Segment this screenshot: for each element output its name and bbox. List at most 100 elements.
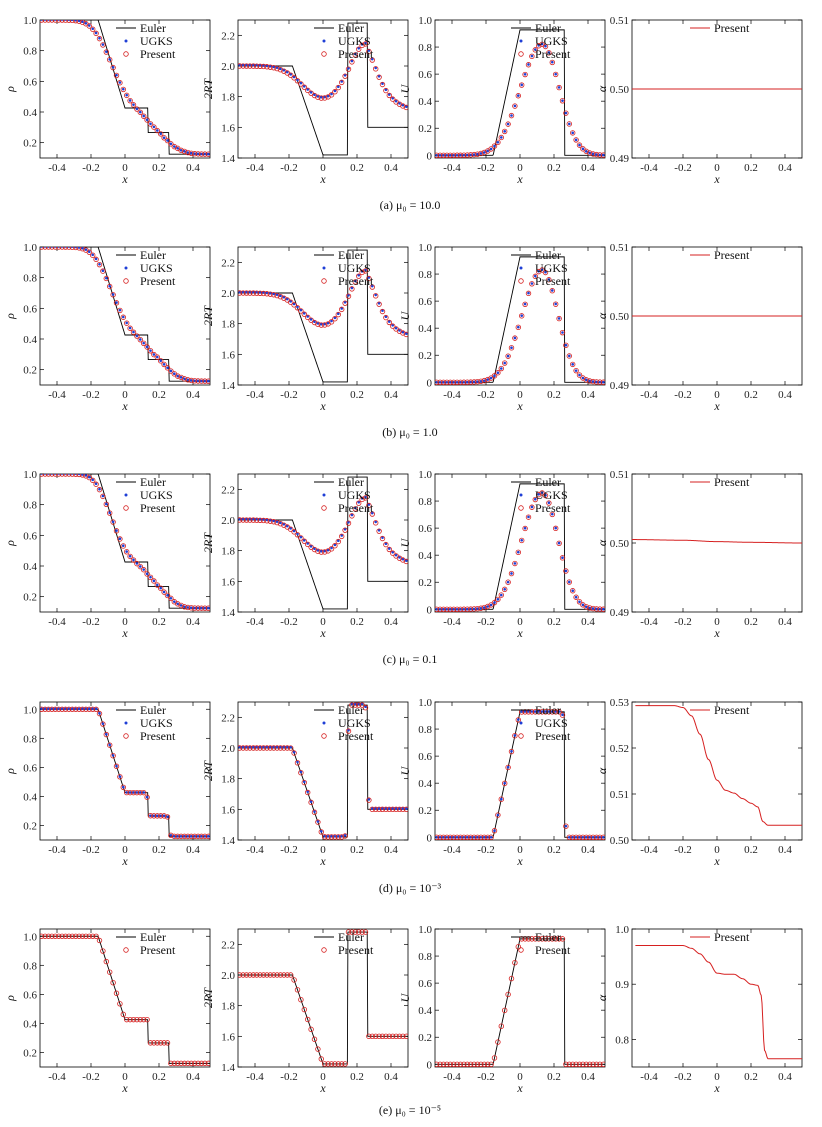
present-point [120,314,126,320]
present-point [250,290,256,296]
y-tick-label: 0 [427,832,433,844]
ugks-point [193,152,196,155]
ugks-point [483,379,486,382]
y-tick-label: 2.2 [221,712,235,724]
ugks-point [77,707,81,711]
ugks-point [330,319,333,323]
y-tick-label: 0.8 [418,496,432,508]
present-point [86,933,92,939]
present-point [536,43,542,49]
present-point [294,532,301,538]
present-point [566,1061,572,1067]
present-point [451,1061,457,1067]
present-point [181,1060,188,1067]
ugks-point [193,606,196,610]
x-tick-label: -0.4 [443,844,461,856]
present-point [123,320,130,326]
legend-label: Present [140,729,176,743]
legend-label: Present [338,943,374,957]
present-point [76,933,82,939]
ugks-point [551,60,554,64]
y-tick-label: 0.8 [23,46,37,58]
present-point [264,745,270,751]
ugks-point [588,835,591,839]
present-point [373,66,379,72]
present-point [345,520,352,526]
present-point [181,148,188,155]
present-point [498,365,504,372]
present-point [359,496,365,503]
present-point [488,834,494,840]
present-point [495,1039,501,1045]
present-point [322,322,328,328]
y-tick-label: 0.2 [23,365,37,377]
ugks-point [179,376,183,379]
present-point [254,745,260,751]
ugks-point [296,78,299,82]
ugks-point [108,743,111,747]
present-point [301,538,307,544]
x-tick-label: 0 [517,1071,523,1083]
ugks-point [350,286,354,290]
present-point [62,933,69,939]
present-point [481,377,487,384]
plot-frame [39,928,211,1068]
present-point [157,131,164,137]
present-point [536,268,542,275]
ugks-point [60,247,64,248]
present-point [294,760,301,766]
present-point [147,121,154,127]
y-tick-label: 0.50 [610,84,630,96]
present-point [386,1033,392,1040]
series-euler-line [435,256,605,383]
present-point [542,43,549,50]
ugks-point [279,745,282,749]
legend-present-swatch [123,733,129,739]
present-point [481,149,487,156]
x-tick-label: -0.2 [674,616,691,628]
present-point [529,53,535,60]
present-point [254,517,260,523]
present-point [556,936,562,942]
ugks-point [173,372,176,376]
ugks-point [196,379,200,383]
x-tick-label: 0.4 [384,844,398,856]
legend-label: Present [714,475,750,489]
ugks-point [128,99,132,102]
ugks-point [391,807,395,810]
ugks-point [108,511,111,515]
y-tick-label: 0.2 [23,138,37,150]
plot-area [40,706,210,840]
x-tick-label: 0.4 [581,162,595,174]
present-point [559,555,566,561]
present-point [288,745,294,751]
present-point [508,112,515,119]
ugks-point [537,44,540,47]
y-tick-label: 2.0 [221,515,235,527]
ugks-point [540,42,544,46]
present-point [243,972,250,978]
x-axis-label: x [121,626,128,640]
present-point [318,95,324,101]
present-point [72,933,79,939]
ugks-point [286,297,289,301]
ugks-point [384,315,388,319]
x-tick-label: 0 [320,1071,326,1083]
present-point [100,42,106,48]
y-tick-label: 0 [427,377,433,389]
ugks-point [128,554,132,558]
present-point [250,63,256,69]
ugks-point [200,152,203,156]
y-axis-label: 2RT [201,305,215,326]
y-axis-label: U [398,537,412,547]
ugks-point [398,556,401,559]
present-point [383,314,389,321]
present-point [117,307,123,314]
present-point [322,549,328,555]
x-tick-label: -0.2 [82,162,99,174]
present-point [356,929,362,935]
series-euler-line [435,483,605,610]
present-point [546,500,552,506]
chart-panel: -0.4 -0.2 0 0.2 0.4 0 0.2 0.4 0.6 0.8 1.0 x U EulerUG… [398,15,606,186]
plot-area [40,933,210,1067]
